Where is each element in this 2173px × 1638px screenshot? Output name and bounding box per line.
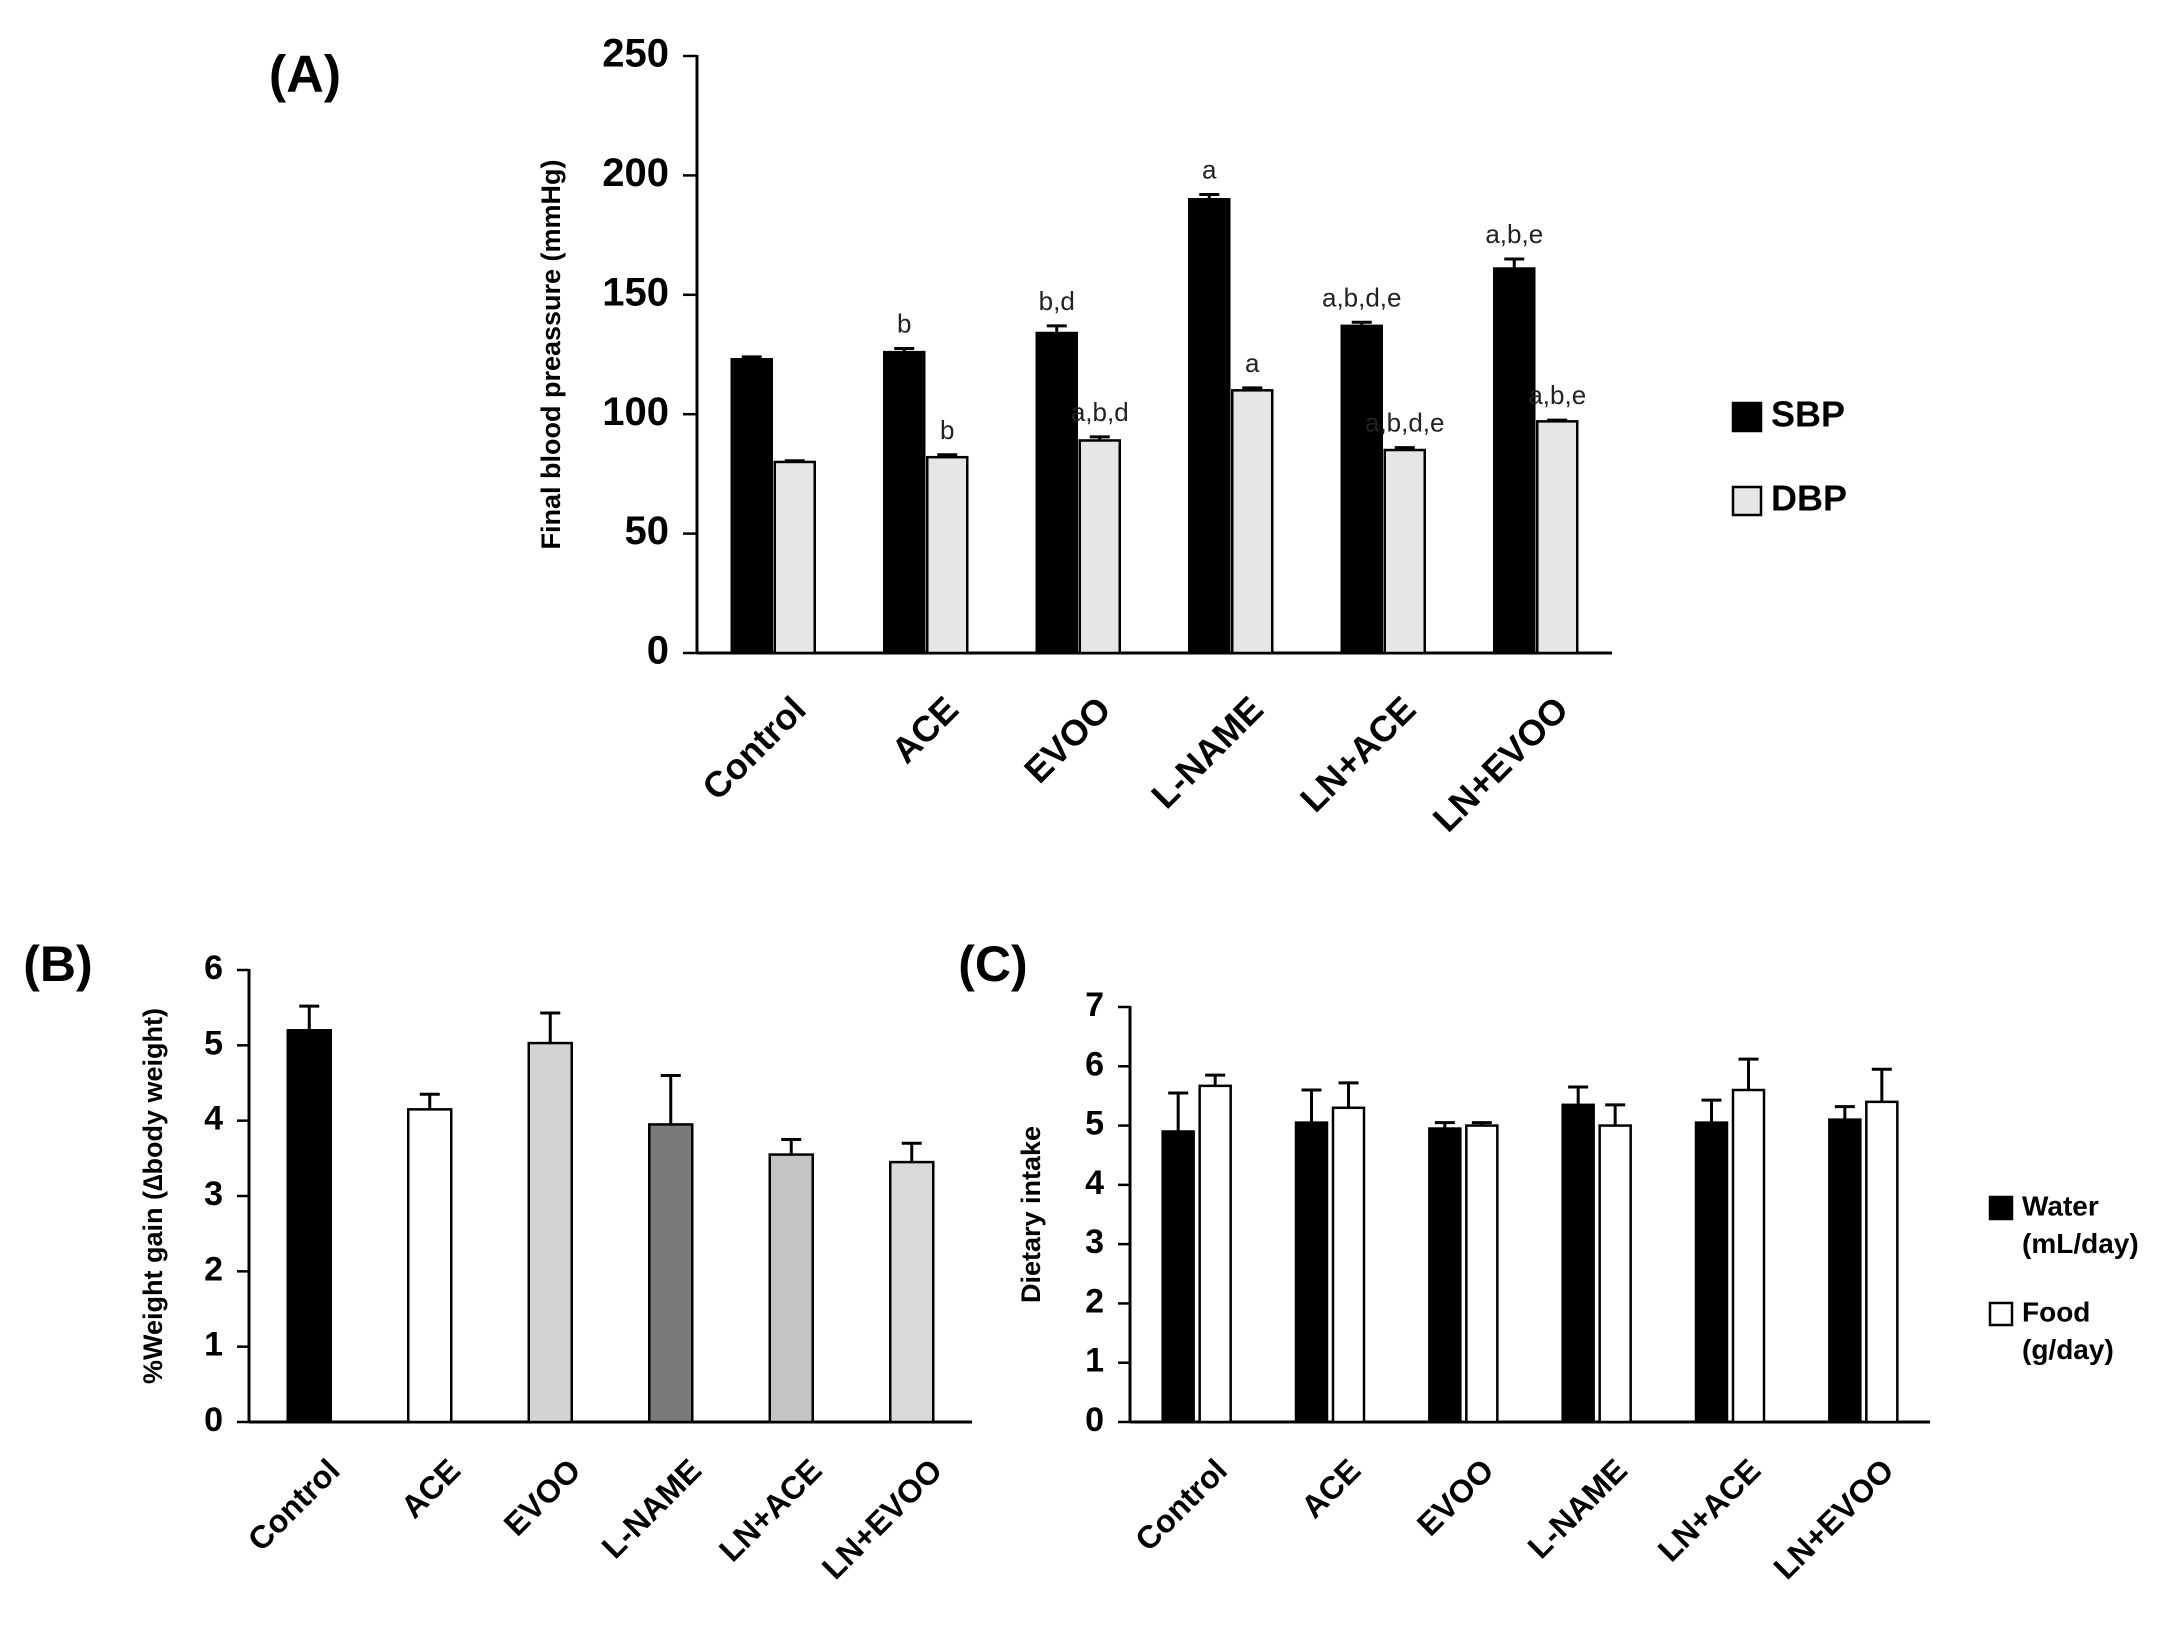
- x-category-label: L-NAME: [1521, 1452, 1634, 1565]
- y-tick-label: 4: [204, 1100, 223, 1138]
- bar-ln-evoo-water: [1828, 1118, 1862, 1424]
- x-category-label: Control: [241, 1452, 347, 1558]
- x-category-label: LN+ACE: [1292, 688, 1424, 820]
- x-category-label: LN+ACE: [712, 1452, 829, 1569]
- y-tick-label: 0: [1085, 1401, 1104, 1439]
- panel-label-b: (B): [23, 936, 92, 992]
- y-tick-label: 2: [204, 1250, 223, 1288]
- bar-evoo-value: [527, 1041, 573, 1424]
- bar-ln-evoo-value: [889, 1160, 935, 1424]
- x-category-label: LN+EVOO: [1425, 688, 1576, 839]
- bar-control-value: [286, 1029, 332, 1424]
- legend-label-food: Food: [2022, 1296, 2090, 1327]
- y-axis-title: Final blood preassure (mmHg): [536, 159, 566, 549]
- y-tick-label: 3: [1085, 1223, 1104, 1261]
- legend-label-dbp: DBP: [1771, 478, 1847, 519]
- bar-evoo-dbp: [1078, 439, 1121, 655]
- legend-swatch-food: [1988, 1301, 2014, 1327]
- y-tick-label: 3: [204, 1175, 223, 1213]
- bar-control-food: [1198, 1084, 1232, 1424]
- bar-ln-ace-dbp: [1383, 448, 1426, 655]
- bar-ace-water: [1294, 1121, 1329, 1424]
- significance-label: a,b,d: [1071, 397, 1129, 427]
- bar-ln-evoo-dbp: [1536, 420, 1579, 655]
- legend-unit-water: (mL/day): [2022, 1228, 2139, 1259]
- y-tick-label: 2: [1085, 1282, 1104, 1320]
- panel-label-a: (A): [269, 46, 341, 104]
- y-tick-label: 6: [1085, 1045, 1104, 1083]
- x-category-label: ACE: [1294, 1452, 1367, 1525]
- panel-b-weight-gain-chart: (B) 0 1 2 3 4 5 6 %Weight gain (∆body weight) Con…: [23, 936, 972, 1586]
- y-tick-label: 250: [602, 32, 669, 76]
- bar-ln-ace-value: [768, 1153, 814, 1424]
- significance-label: a,b,d,e: [1365, 408, 1445, 438]
- bar-ln-ace-water: [1694, 1121, 1729, 1424]
- bar-evoo-water: [1428, 1127, 1462, 1424]
- significance-label: a,b,d,e: [1322, 282, 1402, 312]
- legend-swatch-water: [1988, 1195, 2014, 1221]
- bar-ace-food: [1331, 1106, 1366, 1424]
- bar-ln-ace-sbp: [1340, 324, 1383, 655]
- bar-ace-sbp: [883, 350, 926, 655]
- bar-l-name-water: [1561, 1103, 1595, 1424]
- legend-swatch-dbp: [1731, 485, 1763, 517]
- bar-l-name-value: [648, 1123, 694, 1424]
- x-category-label: Control: [1128, 1452, 1234, 1558]
- y-tick-label: 0: [647, 629, 669, 673]
- bar-control-dbp: [773, 460, 816, 655]
- y-tick-label: 6: [204, 949, 223, 987]
- panel-label-c: (C): [958, 936, 1027, 992]
- legend-label-water: Water: [2022, 1190, 2099, 1221]
- x-category-label: ACE: [883, 688, 966, 771]
- y-tick-label: 5: [204, 1024, 223, 1062]
- x-category-label: LN+EVOO: [815, 1452, 949, 1586]
- bar-ace-dbp: [926, 455, 969, 655]
- legend-unit-food: (g/day): [2022, 1334, 2114, 1365]
- x-category-label: Control: [694, 688, 813, 807]
- x-category-label: EVOO: [1016, 688, 1119, 791]
- y-tick-label: 7: [1085, 986, 1104, 1024]
- significance-label: a,b,e: [1485, 219, 1543, 249]
- legend-label-sbp: SBP: [1771, 394, 1845, 435]
- y-tick-label: 150: [602, 270, 669, 314]
- bar-ln-evoo-sbp: [1493, 267, 1536, 655]
- x-category-label: LN+ACE: [1651, 1452, 1768, 1569]
- bar-ln-ace-food: [1731, 1088, 1766, 1424]
- legend-swatch-sbp: [1731, 401, 1763, 433]
- y-tick-label: 1: [204, 1326, 223, 1364]
- significance-label: b: [940, 415, 954, 445]
- y-tick-label: 50: [625, 509, 670, 553]
- y-axis-title: %Weight gain (∆body weight): [138, 1008, 168, 1384]
- significance-label: a: [1245, 348, 1260, 378]
- bar-evoo-sbp: [1035, 331, 1078, 655]
- bar-l-name-dbp: [1231, 389, 1274, 655]
- y-tick-label: 200: [602, 151, 669, 195]
- y-tick-label: 1: [1085, 1342, 1104, 1380]
- x-category-label: L-NAME: [595, 1452, 708, 1565]
- significance-label: a: [1202, 155, 1217, 185]
- y-tick-label: 100: [602, 390, 669, 434]
- significance-label: b,d: [1039, 286, 1075, 316]
- bar-ace-value: [407, 1108, 453, 1424]
- bar-evoo-food: [1465, 1124, 1499, 1424]
- bar-control-water: [1161, 1130, 1195, 1424]
- bar-l-name-food: [1598, 1124, 1632, 1424]
- panel-a-blood-pressure-chart: (A) 0 50 100 150 200 250 Final blood preassure …: [269, 32, 1847, 840]
- y-tick-label: 0: [204, 1401, 223, 1439]
- x-category-label: EVOO: [1410, 1452, 1501, 1543]
- significance-label: b: [897, 309, 911, 339]
- x-category-label: EVOO: [497, 1452, 588, 1543]
- x-category-label: ACE: [394, 1452, 467, 1525]
- bar-l-name-sbp: [1188, 198, 1231, 655]
- y-tick-label: 4: [1085, 1164, 1104, 1202]
- significance-label: a,b,e: [1528, 380, 1586, 410]
- x-category-label: LN+EVOO: [1766, 1452, 1900, 1586]
- x-category-label: L-NAME: [1143, 688, 1271, 816]
- bar-ln-evoo-food: [1865, 1100, 1899, 1424]
- bar-control-sbp: [730, 358, 773, 655]
- y-tick-label: 5: [1085, 1105, 1104, 1143]
- y-axis-title: Dietary intake: [1016, 1126, 1046, 1303]
